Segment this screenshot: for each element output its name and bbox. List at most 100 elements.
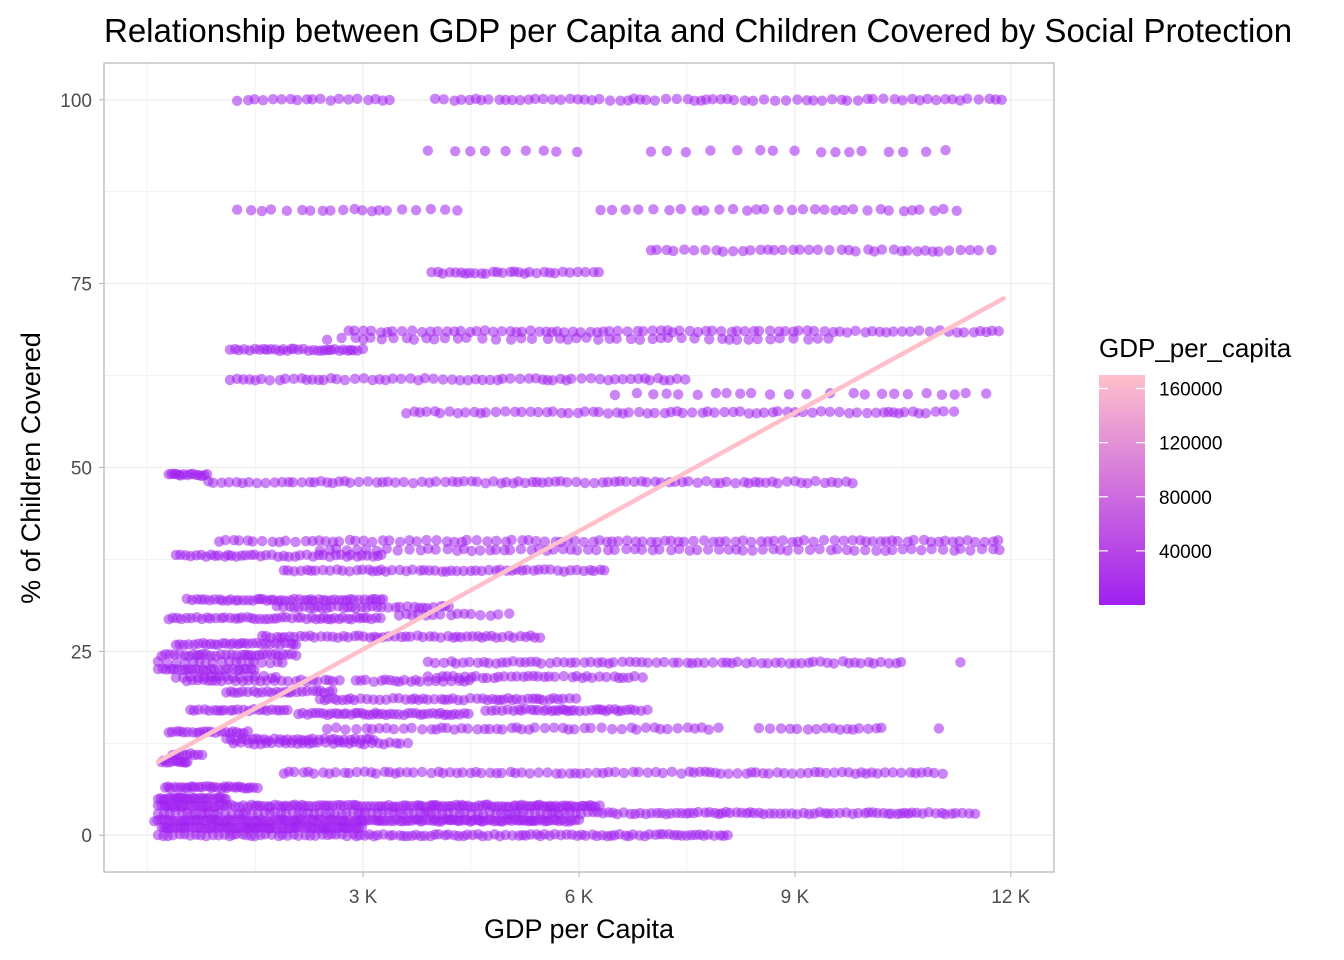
legend-tick-label: 160000 [1159, 380, 1222, 401]
data-point [566, 374, 576, 384]
data-point [676, 333, 686, 343]
data-point [793, 544, 803, 554]
data-point [646, 147, 656, 157]
data-point [661, 388, 671, 398]
data-point [345, 478, 355, 488]
data-point [253, 783, 263, 793]
data-point [548, 406, 558, 416]
data-point [849, 545, 859, 555]
data-point [825, 407, 835, 417]
data-point [289, 767, 299, 777]
y-tick-label: 100 [60, 91, 92, 112]
data-point [594, 407, 604, 417]
data-point [778, 245, 788, 255]
data-point [916, 545, 926, 555]
data-point [632, 388, 642, 398]
data-point [266, 204, 276, 214]
data-point [789, 146, 799, 156]
data-point [258, 95, 268, 105]
data-point [729, 95, 739, 105]
data-point [748, 96, 758, 106]
data-point [921, 147, 931, 157]
data-point [970, 809, 980, 819]
data-point [819, 535, 829, 545]
data-point [563, 408, 573, 418]
data-point [500, 406, 510, 416]
data-point [550, 672, 560, 682]
data-point [232, 96, 242, 106]
data-point [830, 147, 840, 157]
data-point [876, 723, 886, 733]
data-point [955, 245, 965, 255]
data-point [813, 333, 823, 343]
data-point [721, 388, 731, 398]
data-point [363, 476, 373, 486]
data-point [801, 389, 811, 399]
data-point [673, 389, 683, 399]
data-point [338, 205, 348, 215]
data-point [506, 334, 516, 344]
data-point [322, 335, 332, 345]
data-point [832, 544, 842, 554]
data-point [475, 610, 485, 620]
data-point [977, 544, 987, 554]
data-point [996, 95, 1006, 105]
color-legend: GDP_per_capita 4000080000120000160000 [1099, 333, 1292, 605]
data-point [428, 374, 438, 384]
x-tick-label: 6 K [565, 887, 594, 908]
data-point [633, 204, 643, 214]
data-point [260, 478, 270, 488]
data-point [994, 545, 1004, 555]
data-point [593, 334, 603, 344]
data-point [938, 769, 948, 779]
x-tick-label: 9 K [781, 887, 810, 908]
data-point [683, 476, 693, 486]
data-point [938, 406, 948, 416]
data-point [611, 334, 621, 344]
data-point [571, 333, 581, 343]
data-point [689, 333, 699, 343]
data-point [765, 334, 775, 344]
data-point [282, 705, 292, 715]
data-point [442, 544, 452, 554]
data-point [664, 205, 674, 215]
data-point [633, 767, 643, 777]
data-point [397, 204, 407, 214]
data-point [728, 246, 738, 256]
data-point [246, 205, 256, 215]
data-point [676, 204, 686, 214]
data-point [476, 768, 486, 778]
data-point [862, 205, 872, 215]
data-point [603, 408, 613, 418]
data-point [680, 374, 690, 384]
data-point [933, 246, 943, 256]
data-point [778, 535, 788, 545]
data-point [576, 373, 586, 383]
data-point [730, 478, 740, 488]
data-point [382, 205, 392, 215]
data-point [197, 750, 207, 760]
data-point [399, 477, 409, 487]
data-point [609, 545, 619, 555]
data-point [408, 478, 418, 488]
data-point [884, 147, 894, 157]
data-point [331, 722, 341, 732]
data-point [650, 95, 660, 105]
data-point [743, 334, 753, 344]
data-point [406, 723, 416, 733]
data-point [463, 723, 473, 733]
data-point [860, 545, 870, 555]
data-point [574, 815, 584, 825]
data-point [505, 373, 515, 383]
y-tick-label: 25 [71, 642, 92, 663]
data-point [637, 544, 647, 554]
data-point [700, 245, 710, 255]
data-point [839, 205, 849, 215]
data-point [803, 334, 813, 344]
data-point [754, 723, 764, 733]
data-point [896, 768, 906, 778]
data-point [351, 724, 361, 734]
data-point [648, 204, 658, 214]
data-point [889, 389, 899, 399]
data-point [288, 477, 298, 487]
